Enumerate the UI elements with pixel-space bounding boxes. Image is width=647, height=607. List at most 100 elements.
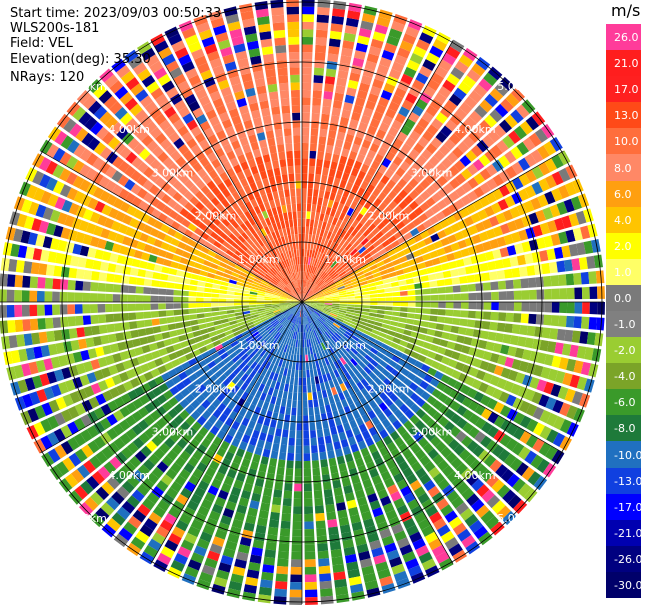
radar-gate bbox=[234, 90, 245, 101]
radar-gate bbox=[442, 270, 452, 278]
radar-gate bbox=[175, 322, 184, 329]
radar-gate bbox=[235, 315, 244, 320]
radar-gate bbox=[286, 242, 291, 251]
radar-gate bbox=[302, 286, 304, 295]
radar-gate bbox=[305, 331, 308, 340]
radar-gate bbox=[319, 213, 325, 222]
radar-gate bbox=[343, 141, 352, 151]
radar-gate bbox=[509, 206, 521, 219]
radar-gate bbox=[303, 271, 305, 280]
radar-gate bbox=[292, 361, 296, 370]
instrument-name: WLS200s-181 bbox=[10, 21, 100, 36]
radar-gate bbox=[68, 267, 78, 279]
radar-gate bbox=[288, 437, 295, 446]
radar-gate bbox=[128, 217, 140, 229]
radar-gate bbox=[484, 251, 495, 261]
radar-gate bbox=[196, 404, 206, 415]
radar-gate bbox=[196, 538, 210, 550]
radar-gate bbox=[174, 315, 183, 323]
radar-gate bbox=[274, 581, 288, 590]
radar-gate bbox=[294, 316, 298, 324]
radar-gate bbox=[139, 115, 153, 128]
radar-gate bbox=[348, 2, 362, 13]
radar-gate bbox=[450, 325, 460, 334]
radar-gate bbox=[152, 272, 161, 280]
radar-gate bbox=[293, 339, 297, 347]
radar-gate bbox=[339, 299, 348, 302]
radar-gate bbox=[258, 286, 267, 291]
radar-gate bbox=[339, 382, 347, 392]
radar-gate bbox=[40, 249, 50, 262]
radar-gate bbox=[280, 520, 291, 529]
radar-gate bbox=[582, 302, 590, 315]
radar-gate bbox=[8, 335, 18, 349]
radar-gate bbox=[367, 125, 378, 136]
radar-gate bbox=[453, 160, 466, 172]
radar-gate bbox=[323, 292, 332, 296]
radar-gate bbox=[576, 242, 586, 256]
radar-gate bbox=[91, 271, 100, 281]
radar-gate bbox=[313, 286, 320, 293]
radar-gate bbox=[290, 226, 295, 235]
radar-gate bbox=[182, 346, 192, 355]
radar-gate bbox=[296, 203, 302, 212]
radar-gate bbox=[275, 332, 282, 341]
radar-gate bbox=[275, 255, 281, 263]
radar-gate bbox=[355, 363, 363, 373]
radar-gate bbox=[261, 279, 270, 285]
radar-gate bbox=[269, 419, 277, 428]
radar-gate bbox=[166, 282, 175, 289]
radar-gate bbox=[354, 295, 363, 299]
radar-gate bbox=[212, 65, 225, 76]
radar-gate bbox=[217, 383, 226, 393]
radar-gate bbox=[264, 122, 273, 132]
radar-gate bbox=[418, 551, 433, 564]
radar-gate bbox=[281, 269, 287, 277]
radar-gate bbox=[196, 394, 206, 404]
radar-gate bbox=[313, 399, 319, 408]
range-ring-label: 5.00km bbox=[65, 512, 107, 525]
radar-gate bbox=[275, 474, 284, 483]
radar-gate bbox=[190, 173, 201, 184]
radar-gate bbox=[377, 372, 387, 382]
radar-gate bbox=[316, 14, 330, 23]
radar-gate bbox=[318, 375, 324, 384]
radar-gate bbox=[496, 270, 506, 280]
radar-gate bbox=[480, 510, 495, 524]
radar-gate bbox=[370, 298, 378, 302]
radar-gate bbox=[312, 97, 322, 106]
radar-gate bbox=[360, 180, 369, 190]
radar-rays bbox=[0, 0, 605, 605]
radar-gate bbox=[116, 254, 126, 265]
radar-gate bbox=[240, 489, 252, 500]
radar-gate bbox=[224, 329, 233, 336]
colorbar-tick-label: -30.0 bbox=[614, 578, 643, 592]
radar-gate bbox=[377, 293, 386, 298]
radar-gate bbox=[294, 264, 297, 273]
radar-gate bbox=[405, 278, 415, 285]
radar-gate bbox=[249, 102, 260, 112]
radar-gate bbox=[273, 309, 281, 313]
radar-gate bbox=[303, 309, 306, 317]
radar-gate bbox=[433, 222, 443, 232]
radar-gate bbox=[72, 159, 85, 174]
radar-gate bbox=[49, 209, 61, 223]
radar-gate bbox=[224, 451, 235, 462]
radar-gate bbox=[322, 374, 328, 383]
radar-gate bbox=[444, 278, 453, 286]
radar-gate bbox=[72, 243, 82, 255]
radar-gate bbox=[525, 434, 539, 449]
radar-gate bbox=[125, 368, 136, 380]
radar-gate bbox=[462, 409, 474, 421]
radar-gate bbox=[491, 159, 504, 173]
radar-gate bbox=[302, 296, 308, 302]
radar-gate bbox=[309, 304, 317, 308]
radar-gate bbox=[419, 327, 428, 335]
radar-gate bbox=[242, 313, 251, 318]
radar-gate bbox=[332, 300, 340, 302]
radar-gate bbox=[102, 344, 112, 355]
radar-gate bbox=[316, 293, 324, 298]
radar-gate bbox=[302, 105, 311, 113]
radar-gate bbox=[6, 289, 15, 302]
radar-gate bbox=[215, 202, 225, 212]
